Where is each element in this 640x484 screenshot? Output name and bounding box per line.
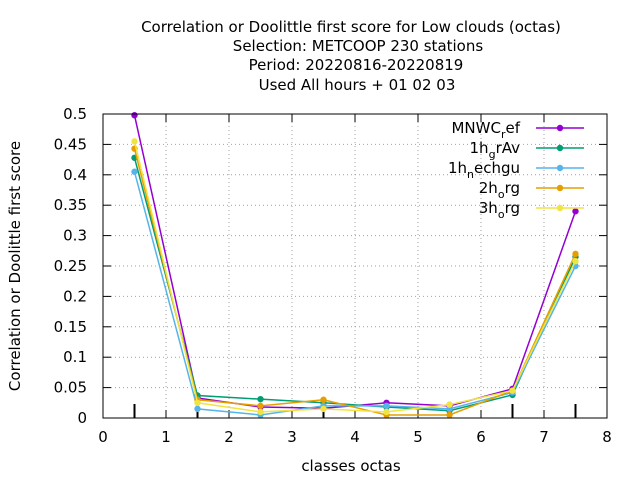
legend-label: 2horg: [479, 179, 520, 201]
series-layer: [131, 112, 579, 419]
x-tick-label: 2: [224, 428, 234, 446]
legend-label-sub: g: [489, 148, 496, 161]
y-tick-label: 0: [77, 409, 87, 427]
y-tick-label: 0.4: [63, 166, 87, 184]
y-tick-label: 0.05: [54, 379, 87, 397]
legend-item: 1hgrAv: [470, 139, 584, 161]
grid: [103, 114, 607, 418]
y-tick-label: 0.5: [63, 105, 87, 123]
y-tick-label: 0.25: [54, 257, 87, 275]
y-tick-label: 0.1: [63, 348, 87, 366]
data-point: [572, 250, 579, 258]
legend-label: MNWCref: [451, 119, 520, 141]
legend-label-rest: echgu: [474, 159, 520, 177]
legend-swatch-point: [556, 204, 564, 212]
title-line-3: Period: 20220816-20220819: [249, 56, 464, 74]
x-tick-label: 5: [413, 428, 423, 446]
data-point: [194, 399, 201, 406]
legend-label-main: 1h: [448, 159, 467, 177]
data-point: [446, 401, 453, 408]
series-line: [133, 141, 577, 413]
title-line-1: Correlation or Doolittle first score for…: [141, 18, 561, 36]
y-tick-label: 0.15: [54, 318, 87, 336]
legend-item: MNWCref: [451, 119, 584, 141]
title-line-2: Selection: METCOOP 230 stations: [233, 37, 484, 55]
legend-label-sub: o: [498, 208, 505, 221]
legend-swatch-point: [556, 124, 564, 132]
legend-label-rest: rg: [505, 179, 520, 197]
x-tick-label: 3: [287, 428, 297, 446]
data-point: [194, 405, 201, 413]
data-point: [257, 402, 264, 410]
x-tick-label: 1: [161, 428, 171, 446]
legend-label-rest: ef: [505, 119, 520, 137]
series-line: [133, 148, 577, 416]
data-point: [257, 408, 264, 416]
data-point: [131, 112, 138, 119]
legend-label: 3horg: [479, 199, 520, 221]
series-line: [133, 157, 577, 412]
data-point: [383, 408, 390, 416]
data-point: [509, 387, 516, 394]
legend-swatch-point: [556, 184, 564, 192]
data-point: [320, 405, 327, 413]
data-point: [572, 208, 579, 215]
data-point: [383, 402, 390, 410]
legend-label-sub: n: [467, 168, 474, 181]
data-point: [572, 257, 579, 265]
y-tick-label: 0.45: [54, 135, 87, 153]
legend-label-main: MNWC: [451, 119, 500, 137]
y-tick-label: 0.35: [54, 196, 87, 214]
legend-label: 1hgrAv: [470, 139, 521, 161]
y-tick-label: 0.2: [63, 287, 87, 305]
axis-ticks: 0 0.05 0.1 0.15 0.2 0.25 0.3 0.35 0.4 0.45 0.5 0 1 2 3…: [54, 105, 612, 446]
legend-label-rest: rAv: [496, 139, 521, 157]
title-line-4: Used All hours + 01 02 03: [259, 76, 456, 94]
series-4: [131, 138, 579, 416]
data-point: [131, 168, 138, 175]
x-tick-label: 8: [602, 428, 612, 446]
legend-label-sub: r: [501, 128, 506, 141]
y-axis-label: Correlation or Doolittle first score: [6, 141, 24, 391]
data-point: [446, 411, 453, 419]
x-tick-label: 0: [98, 428, 108, 446]
legend-swatch-point: [556, 144, 564, 152]
data-point: [320, 396, 327, 403]
legend-item: 2horg: [479, 179, 584, 201]
legend-swatch-point: [556, 164, 564, 172]
plot-frame: [102, 113, 608, 419]
legend-label-main: 3h: [479, 199, 498, 217]
legend-label-main: 2h: [479, 179, 498, 197]
legend-label: 1hnechgu: [448, 159, 520, 181]
x-axis-label: classes octas: [301, 457, 401, 475]
x-tick-label: 7: [539, 428, 549, 446]
y-tick-label: 0.3: [63, 227, 87, 245]
legend-item: 3horg: [479, 199, 584, 221]
legend-label-sub: o: [498, 188, 505, 201]
chart-title: Correlation or Doolittle first score for…: [141, 18, 561, 94]
x-tick-label: 4: [350, 428, 360, 446]
legend-label-rest: rg: [505, 199, 520, 217]
legend-item: 1hnechgu: [448, 159, 584, 181]
x-tick-label: 6: [476, 428, 486, 446]
data-point: [257, 395, 264, 403]
legend-label-main: 1h: [470, 139, 489, 157]
data-point: [131, 138, 138, 145]
